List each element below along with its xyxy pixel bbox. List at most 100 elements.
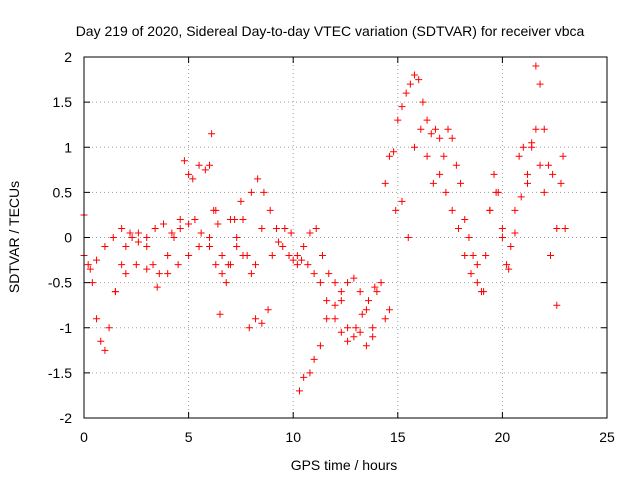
data-point: [212, 261, 220, 269]
data-point: [247, 188, 255, 196]
data-point: [419, 98, 427, 106]
data-point: [93, 256, 101, 264]
data-point: [216, 310, 224, 318]
data-point: [93, 315, 101, 323]
x-tick-label: 5: [185, 429, 193, 445]
data-points: [80, 62, 569, 395]
data-point: [536, 161, 544, 169]
data-point: [111, 288, 119, 296]
data-point: [239, 215, 247, 223]
data-point: [268, 252, 276, 260]
data-point: [325, 270, 333, 278]
y-tick-label: 1: [64, 139, 72, 155]
data-point: [300, 373, 308, 381]
data-point: [197, 229, 205, 237]
data-point: [371, 283, 379, 291]
data-point: [553, 301, 561, 309]
data-point: [252, 315, 260, 323]
data-point: [185, 220, 193, 228]
data-point: [528, 139, 536, 147]
data-point: [465, 234, 473, 241]
data-point: [417, 125, 425, 133]
data-point: [275, 238, 283, 246]
data-point: [176, 215, 184, 223]
data-point: [151, 224, 159, 232]
data-point: [168, 229, 176, 237]
data-point: [323, 315, 331, 323]
data-point: [362, 342, 370, 350]
data-point: [344, 337, 352, 345]
data-point: [118, 261, 126, 269]
data-point: [358, 310, 366, 318]
data-point: [312, 224, 320, 232]
data-point: [285, 252, 293, 260]
data-point: [331, 279, 339, 287]
data-point: [185, 170, 193, 178]
data-point: [337, 328, 345, 336]
data-point: [212, 206, 220, 214]
data-point: [122, 270, 130, 278]
data-point: [176, 224, 184, 232]
data-point: [540, 125, 548, 133]
data-point: [436, 134, 444, 142]
data-point: [490, 170, 498, 178]
data-point: [356, 328, 364, 336]
data-point: [143, 243, 151, 251]
y-tick-label: 2: [64, 49, 72, 65]
data-point: [404, 234, 412, 241]
data-point: [195, 161, 203, 169]
data-point: [356, 288, 364, 296]
data-point: [224, 261, 232, 269]
data-point: [467, 270, 475, 278]
data-point: [316, 279, 324, 287]
data-point: [118, 224, 126, 232]
y-tick-label: 1.5: [53, 94, 73, 110]
data-point: [298, 256, 306, 264]
data-point: [258, 319, 266, 327]
data-point: [469, 252, 477, 260]
data-point: [461, 215, 469, 223]
data-point: [448, 206, 456, 214]
data-point: [174, 261, 182, 269]
data-point: [331, 301, 339, 309]
data-point: [517, 193, 525, 201]
data-point: [226, 215, 234, 223]
data-point: [260, 188, 268, 196]
data-point: [247, 270, 255, 278]
data-point: [155, 270, 163, 278]
data-point: [385, 306, 393, 314]
data-point: [128, 234, 136, 241]
data-point: [279, 243, 287, 251]
data-point: [473, 279, 481, 287]
data-point: [143, 265, 151, 273]
data-point: [295, 387, 303, 395]
y-axis-label: SDTVAR / TECUs: [6, 181, 22, 293]
data-point: [429, 179, 437, 187]
data-point: [369, 324, 377, 332]
data-point: [362, 306, 370, 314]
data-point: [97, 337, 105, 345]
data-point: [281, 224, 289, 232]
y-tick-label: 0: [64, 230, 72, 246]
data-point: [101, 243, 109, 251]
data-point: [532, 125, 540, 133]
data-point: [350, 333, 358, 341]
data-point: [553, 224, 561, 232]
data-point: [266, 206, 274, 214]
data-point: [300, 243, 308, 251]
data-point: [547, 252, 555, 260]
data-point: [185, 252, 193, 260]
data-point: [423, 116, 431, 124]
data-point: [233, 243, 241, 251]
data-point: [482, 252, 490, 260]
data-point: [337, 288, 345, 296]
data-point: [88, 279, 96, 287]
data-point: [557, 179, 565, 187]
y-tick-label: 0.5: [53, 184, 73, 200]
data-point: [222, 279, 230, 287]
data-point: [331, 315, 339, 323]
data-point: [170, 234, 178, 241]
data-point: [86, 265, 94, 273]
